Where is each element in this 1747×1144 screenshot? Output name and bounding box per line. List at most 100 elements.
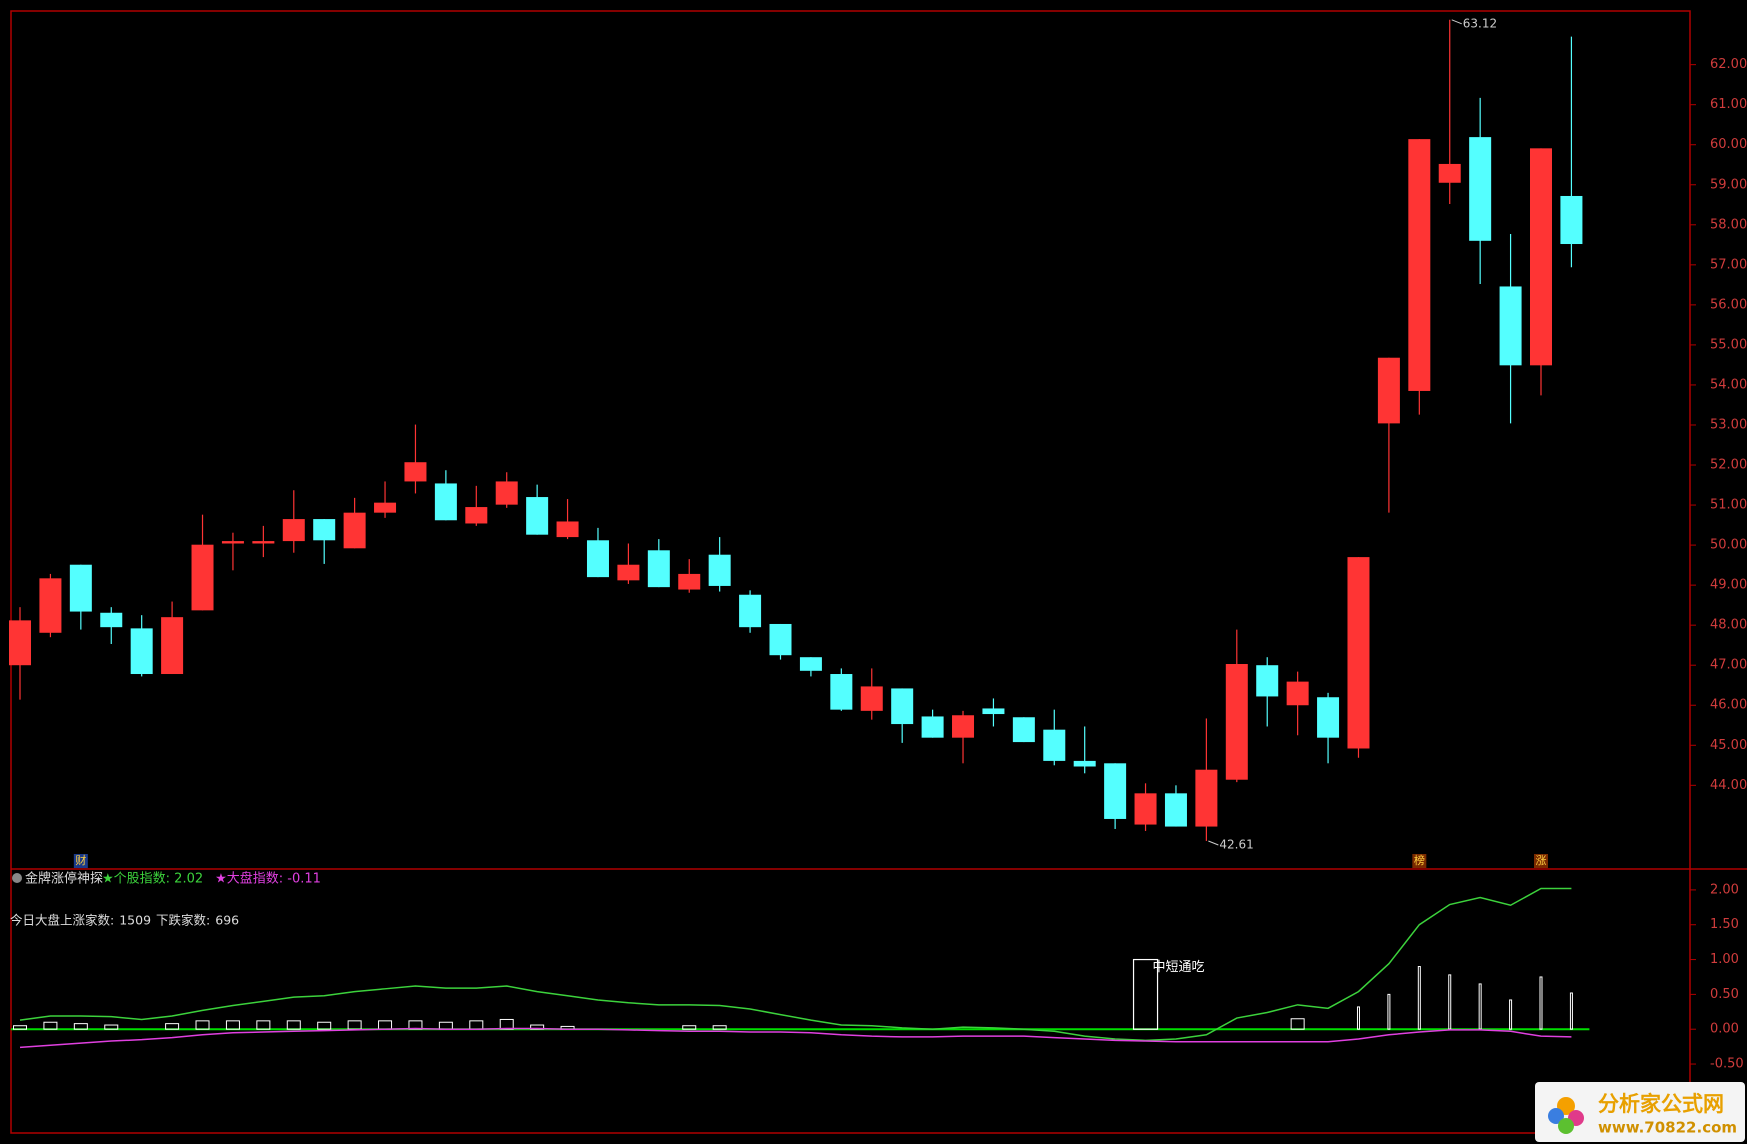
y-tick-label: 53.00 [1710,417,1747,432]
candle-body [434,483,457,521]
indicator-bar [73,1023,88,1030]
candle-body [1530,148,1552,366]
candle-body [161,617,184,675]
y-tick-label: 0.50 [1710,987,1739,1002]
event-tag-box [1412,854,1427,868]
y-tick-label: 55.00 [1710,337,1747,352]
indicator-bar [256,1020,271,1030]
candle-body [1408,139,1431,391]
indicator-bar [43,1021,58,1030]
candle-body [1195,769,1218,827]
event-tag: 涨 [1536,854,1547,867]
candle-body [1469,137,1492,241]
y-tick-label: 2.00 [1710,882,1739,897]
indicator-bar [13,1025,27,1030]
candle-body [9,620,31,666]
y-tick-label: 54.00 [1710,377,1747,392]
candle-body [282,519,305,542]
candle-body [1347,557,1370,749]
y-tick-label: 45.00 [1710,738,1747,753]
indicator-bar [1387,993,1391,1030]
logo-url: www.70822.com [1598,1119,1737,1137]
candle-body [617,564,640,581]
candle-body [39,578,62,633]
candle-body [69,564,92,612]
candle-body [739,594,762,628]
candle-body [1377,357,1400,424]
marker-label: 63.12 [1463,16,1497,30]
candle-body [952,715,975,738]
breadth-down: 696 [215,913,239,928]
event-tag-box [73,854,88,868]
candle-body [921,716,944,738]
indicator-bar [317,1021,332,1030]
y-tick-label: 47.00 [1710,658,1747,673]
indicator-bar [225,1020,240,1030]
candle-body [465,507,488,524]
breadth-up: 1509 [119,913,151,928]
candle-body [313,519,336,541]
marker-label: 42.61 [1219,837,1253,851]
y-tick-label: 60.00 [1710,137,1747,152]
indicator-bar [1539,976,1543,1030]
y-tick-label: 57.00 [1710,257,1747,272]
candle-body [1256,665,1279,697]
candle-body [1438,163,1461,183]
marker-arrow [1451,19,1462,25]
breadth-up-label: 今日大盘上涨家数: [10,913,114,928]
logo-name: 分析家公式网 [1598,1092,1724,1116]
y-tick-label: 62.00 [1710,57,1747,72]
y-tick-label: 46.00 [1710,698,1747,713]
y-tick-label: -0.50 [1710,1057,1744,1072]
indicator-line [19,887,1572,1042]
y-tick-label: 49.00 [1710,578,1747,593]
event-tag: 榜 [1414,853,1425,867]
candle-body [252,541,275,544]
marker-arrow [1208,840,1219,846]
indicator-bar [1509,999,1513,1030]
breadth-down-label: 下跌家数: [156,913,210,928]
candle-body [1134,793,1157,825]
candle-body [1012,717,1035,743]
candle-body [130,628,153,675]
indicator-bar [1417,966,1421,1030]
candle-body [860,686,883,711]
indicator-line [19,1027,1572,1049]
candle-body [556,521,579,538]
candle-body [191,544,214,611]
candle-body [678,573,701,590]
indicator-bar [682,1025,697,1030]
signal-bar [1132,958,1159,1030]
frame [10,10,1691,1134]
indicator-bar [165,1023,180,1030]
candle-body [1043,729,1066,761]
candle-body [374,502,397,513]
indicator-bar [712,1025,727,1030]
indicator-bar [1569,992,1573,1030]
y-tick-label: 1.50 [1710,917,1739,932]
indicator-title: 金牌涨停神探 [25,871,103,887]
y-tick-label: 0.00 [1710,1022,1739,1037]
candle-body [1104,763,1127,819]
candle-body [100,612,123,628]
signal-label: 中短通吃 [1153,959,1205,975]
logo-petal [1558,1118,1574,1134]
candle-body [1286,681,1309,706]
indicator-bar [286,1020,301,1030]
logo: 分析家公式网 www.70822.com [1535,1082,1745,1142]
candle-body [982,708,1005,715]
candle-body [1164,793,1187,827]
event-tag: 财 [75,853,86,867]
candle-body [526,497,549,535]
indicator-bar [1290,1018,1305,1030]
y-tick-label: 48.00 [1710,618,1747,633]
legend-entry: ★大盘指数: -0.11 [215,871,321,887]
candle-body [769,623,792,656]
candle-body [891,688,914,725]
candle-body [221,541,244,544]
candle-body [708,554,731,586]
candle-body [647,550,670,588]
candle-body [1073,760,1096,767]
candle-body [1317,697,1340,738]
